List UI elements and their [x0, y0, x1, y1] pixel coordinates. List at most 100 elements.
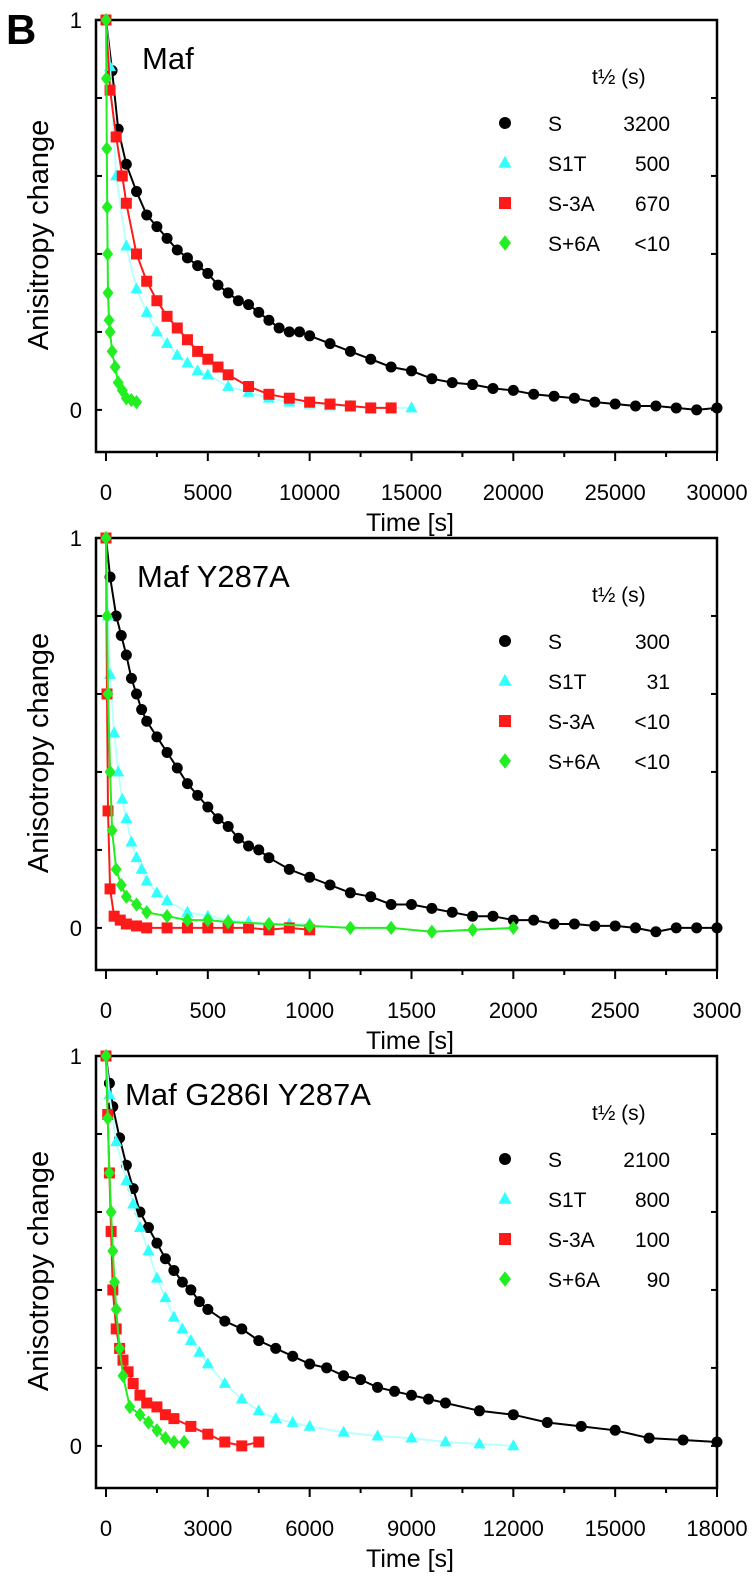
data-point: [168, 1413, 180, 1425]
data-point: [131, 186, 143, 198]
data-point: [103, 313, 115, 328]
data-point: [120, 158, 132, 170]
legend: t½ (s) S 3200 S1T 500 S-3A 670 S+6A <10: [498, 66, 670, 256]
data-point: [253, 1436, 265, 1448]
data-point: [202, 353, 214, 365]
data-point: [171, 348, 184, 360]
data-point: [105, 1204, 117, 1220]
data-point: [385, 402, 397, 414]
data-point: [446, 906, 458, 918]
x-axis-label: Time [s]: [366, 1545, 454, 1573]
fit-curve: [105, 1055, 185, 1443]
data-point: [405, 365, 417, 377]
panel-title: Maf Y287A: [137, 559, 290, 594]
data-point: [120, 649, 132, 661]
data-point: [575, 1420, 587, 1432]
data-point: [114, 914, 126, 926]
legend-half-life: 800: [635, 1189, 670, 1212]
plot-frame: [94, 1054, 719, 1490]
data-point: [344, 400, 356, 412]
data-point: [193, 1345, 206, 1357]
data-point: [499, 753, 511, 769]
legend-half-life: 90: [647, 1269, 670, 1292]
data-point: [141, 715, 153, 727]
data-point: [107, 1284, 119, 1296]
y-tick-label: 0: [70, 398, 82, 423]
data-point: [355, 1374, 367, 1386]
panel-title: Maf: [142, 41, 194, 76]
data-point: [263, 388, 275, 400]
data-point: [337, 1425, 350, 1437]
data-point: [283, 392, 295, 404]
data-point: [127, 1197, 140, 1209]
x-tick-label: 2500: [591, 998, 640, 1023]
data-point: [140, 305, 153, 317]
data-point: [191, 364, 204, 376]
data-point: [135, 862, 148, 874]
data-point: [171, 244, 183, 256]
data-point: [161, 746, 173, 758]
y-tick-label: 1: [70, 526, 82, 551]
data-point: [270, 1342, 282, 1354]
data-point: [321, 1362, 333, 1374]
data-point: [498, 1191, 512, 1204]
data-point: [108, 726, 121, 738]
data-point: [548, 918, 560, 930]
legend-title: t½ (s): [592, 66, 646, 89]
data-point: [507, 914, 519, 926]
data-point: [141, 275, 153, 287]
data-point: [120, 239, 133, 251]
data-point: [568, 918, 580, 930]
data-point: [161, 922, 173, 934]
data-point: [181, 252, 193, 264]
data-point: [159, 1253, 171, 1265]
data-point: [168, 1264, 180, 1276]
plot-frame: [94, 536, 719, 972]
data-point: [405, 1431, 418, 1443]
data-point: [670, 402, 682, 414]
data-point: [110, 1323, 122, 1335]
data-point: [507, 1409, 519, 1421]
data-point: [473, 1437, 486, 1449]
data-point: [133, 1220, 147, 1232]
data-point: [467, 379, 479, 391]
data-point: [142, 1415, 154, 1430]
panel-letter: B: [6, 6, 36, 53]
data-point: [283, 922, 295, 934]
data-point: [344, 920, 356, 936]
data-point: [426, 902, 438, 914]
data-point: [389, 1385, 401, 1397]
data-point: [286, 1415, 299, 1427]
legend-label: S1T: [548, 671, 587, 694]
data-point: [103, 1088, 116, 1100]
legend-item: S-3A <10: [499, 711, 670, 734]
data-point: [202, 1303, 214, 1315]
data-point: [422, 1393, 434, 1405]
data-point: [101, 608, 113, 624]
data-point: [589, 396, 601, 408]
legend-item: S 3200: [499, 113, 670, 136]
data-point: [446, 377, 458, 389]
data-point: [304, 871, 316, 883]
data-point: [711, 402, 723, 414]
legend-half-life: 2100: [623, 1149, 670, 1172]
data-point: [253, 306, 265, 318]
data-point: [498, 673, 512, 686]
data-point: [161, 893, 174, 905]
legend-label: S1T: [548, 1189, 587, 1212]
data-point: [117, 1368, 129, 1383]
data-point: [324, 879, 336, 891]
data-point: [222, 914, 234, 930]
data-point: [131, 248, 143, 260]
data-point: [110, 1135, 123, 1147]
data-point: [202, 912, 214, 928]
data-point: [252, 1404, 265, 1416]
data-point: [243, 380, 255, 392]
x-axis-label: Time [s]: [366, 509, 454, 537]
data-point: [650, 926, 662, 938]
plot-frame: [94, 18, 719, 454]
data-point: [499, 715, 511, 727]
fit-curve: [105, 537, 310, 925]
legend-half-life: 100: [635, 1229, 670, 1252]
data-point: [222, 821, 234, 833]
